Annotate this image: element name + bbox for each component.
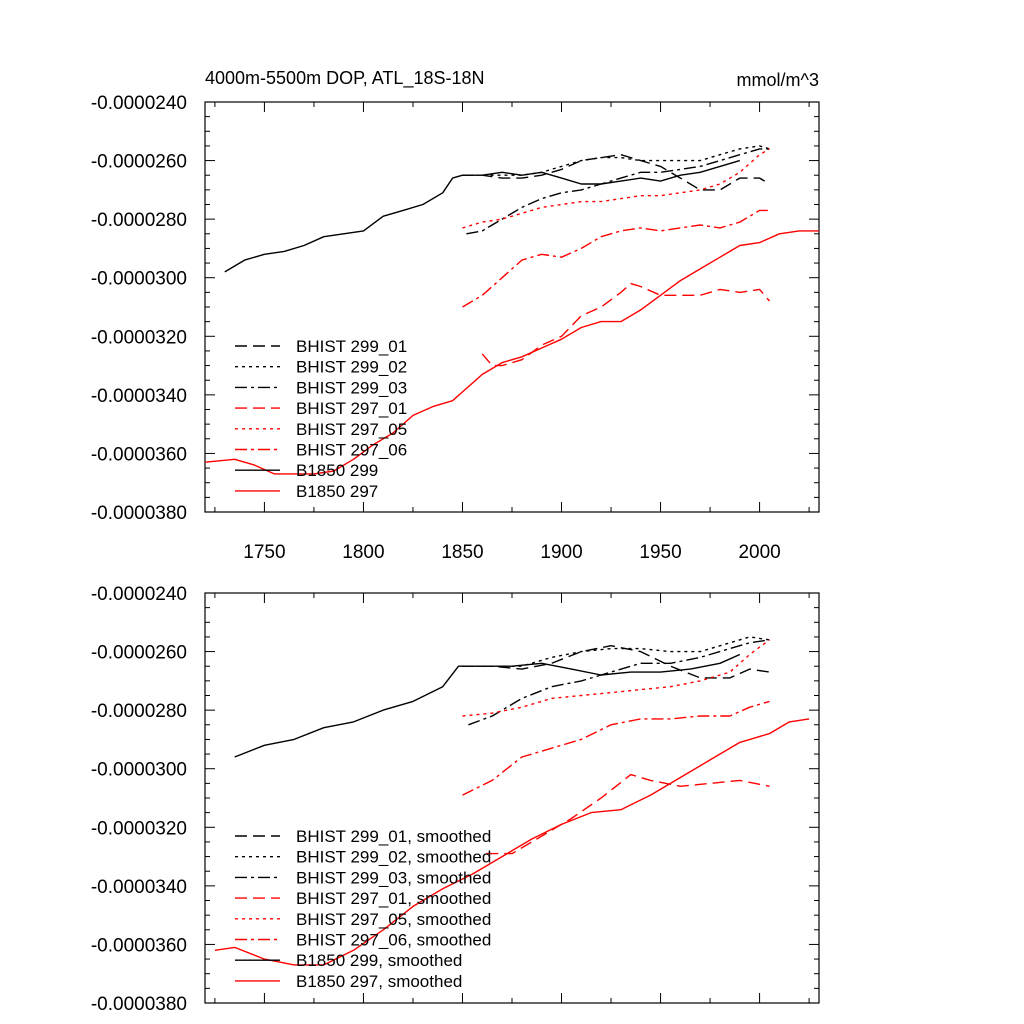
- series-line-bhist-297-01: [481, 282, 771, 367]
- legend-label: B1850 297, smoothed: [296, 972, 462, 991]
- panel-title: 4000m-5500m DOP, ATL_18S-18N: [205, 68, 485, 89]
- series-line-bhist-299-01-smoothed: [462, 645, 770, 679]
- x-tick-label: 1800: [342, 542, 384, 563]
- y-tick-label: -0.0000340: [91, 386, 187, 407]
- y-tick-label: -0.0000380: [91, 503, 187, 524]
- legend-label: BHIST 297_05: [296, 420, 407, 439]
- y-tick-label: -0.0000380: [91, 994, 187, 1015]
- legend: BHIST 299_01, smoothed BHIST 299_02, smoo…: [235, 827, 491, 991]
- y-tick-label: -0.0000300: [91, 760, 187, 781]
- legend-label: BHIST 297_05, smoothed: [296, 910, 491, 929]
- x-tick-label: 1950: [639, 542, 681, 563]
- legend-label: BHIST 297_06, smoothed: [296, 931, 491, 950]
- y-tick-label: -0.0000320: [91, 818, 187, 839]
- y-tick-label: -0.0000360: [91, 935, 187, 956]
- series-line-bhist-297-01-smoothed: [486, 773, 770, 855]
- series-line-bhist-297-06: [462, 209, 770, 308]
- legend-label: BHIST 299_02: [296, 358, 407, 377]
- y-tick-label: -0.0000240: [91, 584, 187, 605]
- series-line-bhist-297-06-smoothed: [462, 700, 770, 796]
- axis-ticks: [205, 592, 819, 1004]
- series-line-bhist-297-05: [462, 148, 770, 229]
- legend-label: BHIST 299_01: [296, 337, 407, 356]
- legend-label: BHIST 299_02, smoothed: [296, 848, 491, 867]
- legend-label: BHIST 297_06: [296, 441, 407, 460]
- axis-ticks: [205, 101, 819, 513]
- legend-label: BHIST 297_01: [296, 399, 407, 418]
- series-line-bhist-299-03-smoothed: [468, 639, 770, 726]
- y-tick-label: -0.0000260: [91, 643, 187, 664]
- y-tick-label: -0.0000240: [91, 93, 187, 114]
- legend-label: B1850 299: [296, 461, 378, 480]
- y-tick-label: -0.0000320: [91, 327, 187, 348]
- x-tick-label: 1850: [441, 542, 483, 563]
- legend-label: B1850 299, smoothed: [296, 951, 462, 970]
- series-line-b1850-297-smoothed: [214, 718, 810, 966]
- series-lines: [214, 636, 810, 966]
- series-line-bhist-299-03: [466, 148, 770, 235]
- y-tick-label: -0.0000260: [91, 152, 187, 173]
- x-tick-label: 2000: [738, 542, 780, 563]
- top-panel: 4000m-5500m DOP, ATL_18S-18N mmol/m^3 -0…: [91, 68, 820, 563]
- x-tick-label: 1750: [243, 542, 285, 563]
- y-axis-labels: -0.0000240 -0.0000260 -0.0000280 -0.0000300…: [91, 93, 187, 524]
- series-line-bhist-299-01: [462, 153, 770, 191]
- legend-label: BHIST 299_03: [296, 378, 407, 397]
- series-line-bhist-299-02: [462, 145, 770, 176]
- y-tick-label: -0.0000300: [91, 269, 187, 290]
- units-label: mmol/m^3: [737, 70, 819, 90]
- y-tick-label: -0.0000280: [91, 210, 187, 231]
- legend-label: BHIST 297_01, smoothed: [296, 889, 491, 908]
- series-line-b1850-297: [204, 230, 819, 475]
- series-line-b1850-299: [224, 159, 740, 273]
- series-line-bhist-299-02-smoothed: [462, 636, 770, 667]
- legend-label: BHIST 299_03, smoothed: [296, 868, 491, 887]
- series-line-b1850-299-smoothed: [234, 653, 741, 758]
- series-lines: [204, 145, 819, 475]
- y-tick-label: -0.0000280: [91, 701, 187, 722]
- y-tick-label: -0.0000340: [91, 877, 187, 898]
- legend-label: B1850 297: [296, 482, 378, 501]
- y-axis-labels: -0.0000240 -0.0000260 -0.0000280 -0.0000300…: [91, 584, 187, 1015]
- x-tick-label: 1900: [540, 542, 582, 563]
- x-axis-labels: 1750 1800 1850 1900 1950 2000: [243, 542, 780, 563]
- y-tick-label: -0.0000360: [91, 444, 187, 465]
- legend-label: BHIST 299_01, smoothed: [296, 827, 491, 846]
- bottom-panel: -0.0000240 -0.0000260 -0.0000280 -0.0000300…: [91, 584, 820, 1015]
